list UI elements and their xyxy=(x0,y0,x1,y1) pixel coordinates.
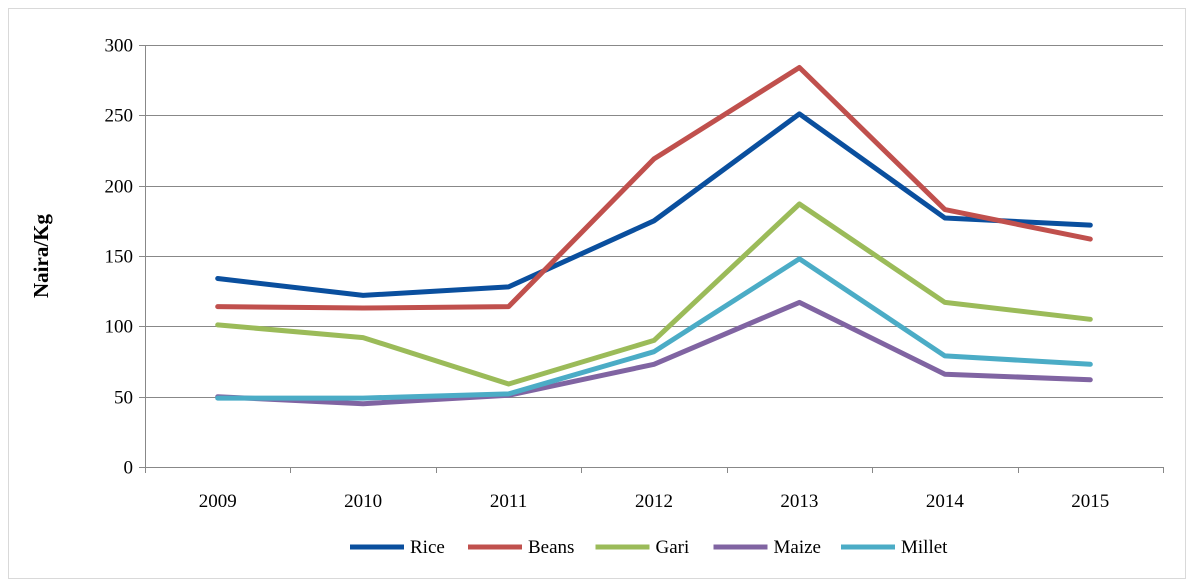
series-line-beans xyxy=(215,65,1093,311)
series-line-rice xyxy=(215,111,1093,298)
legend-item-millet: Millet xyxy=(841,537,948,558)
legend-label: Rice xyxy=(410,537,445,558)
y-tick-label: 100 xyxy=(105,317,134,338)
series-lines xyxy=(215,65,1093,407)
x-tick-label: 2015 xyxy=(1071,491,1109,512)
legend-label: Maize xyxy=(774,537,821,558)
y-tick-label: 0 xyxy=(124,458,134,479)
legend-label: Millet xyxy=(901,537,948,558)
legend-label: Beans xyxy=(528,537,574,558)
legend-item-beans: Beans xyxy=(468,537,574,558)
legend-item-rice: Rice xyxy=(350,537,445,558)
series-line-gari xyxy=(215,201,1093,387)
x-tick-label: 2011 xyxy=(490,491,527,512)
y-tick-label: 50 xyxy=(114,388,133,409)
chart-border xyxy=(8,8,1186,579)
y-tick-label: 250 xyxy=(105,106,134,127)
series-line-maize xyxy=(215,299,1093,407)
legend-item-gari: Gari xyxy=(595,537,690,558)
legend-label: Gari xyxy=(656,537,690,558)
x-tick-label: 2013 xyxy=(780,491,818,512)
x-tick-label: 2014 xyxy=(926,491,965,512)
x-tick-label: 2012 xyxy=(635,491,673,512)
x-tick-label: 2010 xyxy=(344,491,382,512)
x-tick-label: 2009 xyxy=(199,491,237,512)
legend-item-maize: Maize xyxy=(713,537,821,558)
y-tick-label: 200 xyxy=(105,177,134,198)
series-line-millet xyxy=(215,256,1093,401)
y-tick-label: 300 xyxy=(105,36,134,57)
axes: 0 50 100 150 200 250 300 2009 2010 2011 2012 2013 20… xyxy=(105,36,1164,512)
gridlines xyxy=(145,45,1163,398)
y-tick-label: 150 xyxy=(105,247,134,268)
y-axis-title: Naira/Kg xyxy=(29,214,53,298)
legend: Rice Beans Gari Maize Millet xyxy=(350,537,948,558)
